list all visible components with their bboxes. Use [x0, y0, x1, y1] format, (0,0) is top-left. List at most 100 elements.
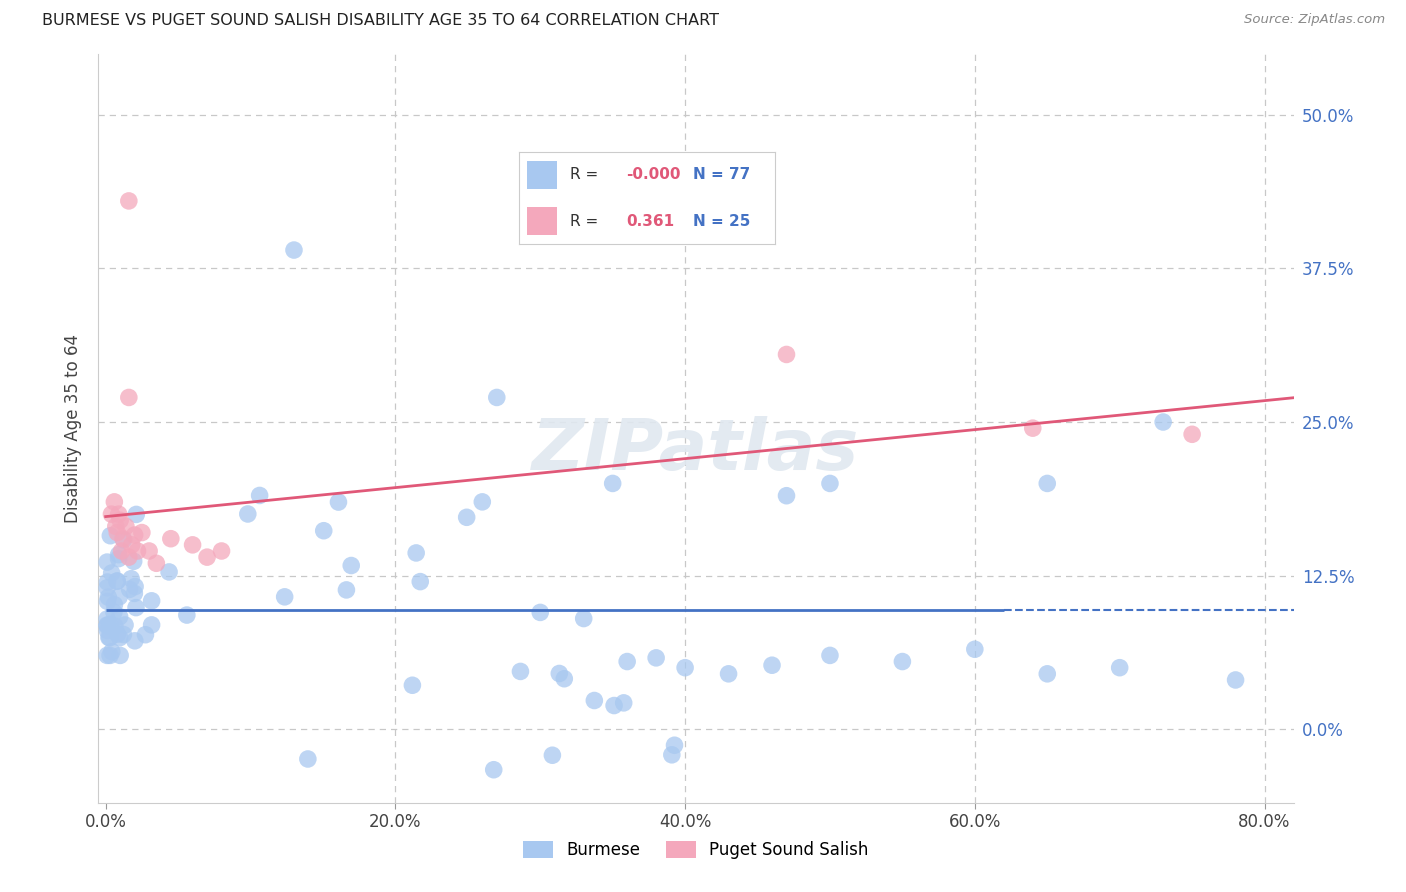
Point	[664, 738, 686, 752]
Point	[96, 575, 118, 590]
Point	[775, 347, 797, 361]
Point	[125, 508, 148, 522]
Point	[249, 488, 271, 502]
Point	[328, 495, 350, 509]
Point	[405, 546, 427, 560]
Point	[176, 608, 198, 623]
Text: 0.361: 0.361	[627, 214, 675, 228]
Point	[548, 666, 571, 681]
Point	[1225, 673, 1247, 687]
Point	[1108, 661, 1130, 675]
Point	[103, 605, 125, 619]
Point	[141, 594, 163, 608]
Point	[96, 618, 118, 632]
Point	[104, 519, 127, 533]
Point	[108, 631, 131, 645]
Text: R =: R =	[571, 168, 603, 182]
Point	[104, 619, 127, 633]
Point	[297, 752, 319, 766]
Point	[118, 550, 141, 565]
Point	[118, 582, 141, 597]
Point	[122, 554, 145, 568]
Point	[108, 590, 131, 604]
Point	[108, 648, 131, 663]
Point	[98, 617, 121, 632]
Point	[101, 645, 124, 659]
Point	[613, 696, 636, 710]
Point	[471, 495, 494, 509]
Point	[107, 627, 129, 641]
Point	[602, 476, 624, 491]
Point	[107, 507, 129, 521]
Point	[96, 619, 118, 633]
Text: R =: R =	[571, 214, 603, 228]
Point	[661, 747, 683, 762]
Point	[124, 633, 146, 648]
Point	[134, 628, 156, 642]
Point	[110, 544, 132, 558]
Point	[482, 763, 505, 777]
Point	[529, 606, 551, 620]
Point	[509, 665, 531, 679]
Point	[1036, 666, 1059, 681]
Point	[138, 544, 160, 558]
Point	[100, 507, 122, 521]
Text: BURMESE VS PUGET SOUND SALISH DISABILITY AGE 35 TO 64 CORRELATION CHART: BURMESE VS PUGET SOUND SALISH DISABILITY…	[42, 13, 720, 29]
Point	[103, 598, 125, 612]
Point	[553, 672, 575, 686]
Point	[96, 612, 118, 626]
Point	[124, 528, 146, 542]
Point	[105, 574, 128, 588]
Point	[118, 391, 141, 405]
Y-axis label: Disability Age 35 to 64: Disability Age 35 to 64	[65, 334, 83, 523]
Point	[485, 391, 508, 405]
Point	[456, 510, 478, 524]
Point	[98, 529, 121, 543]
Point	[157, 565, 180, 579]
Text: ZIPatlas: ZIPatlas	[533, 417, 859, 485]
Point	[141, 618, 163, 632]
Point	[105, 574, 128, 589]
Point	[108, 513, 131, 527]
Text: N = 25: N = 25	[693, 214, 751, 228]
Point	[340, 558, 363, 573]
FancyBboxPatch shape	[527, 207, 557, 235]
Point	[120, 572, 142, 586]
Point	[115, 519, 138, 533]
Point	[98, 648, 121, 663]
Point	[181, 538, 204, 552]
Point	[127, 544, 149, 558]
Point	[283, 243, 305, 257]
Point	[124, 580, 146, 594]
Point	[160, 532, 183, 546]
Point	[335, 582, 357, 597]
Point	[541, 748, 564, 763]
Point	[112, 627, 135, 641]
Point	[818, 476, 841, 491]
Point	[124, 586, 146, 600]
Point	[96, 581, 118, 595]
Point	[96, 555, 118, 569]
Point	[1036, 476, 1059, 491]
Point	[645, 651, 668, 665]
Point	[603, 698, 626, 713]
Point	[97, 631, 120, 645]
Point	[761, 658, 783, 673]
Text: N = 77: N = 77	[693, 168, 751, 182]
FancyBboxPatch shape	[527, 161, 557, 189]
Point	[96, 648, 118, 663]
Point	[112, 533, 135, 547]
Point	[97, 590, 120, 604]
Point	[145, 556, 167, 570]
Point	[121, 538, 143, 552]
Point	[107, 551, 129, 566]
Point	[100, 566, 122, 580]
Point	[211, 544, 233, 558]
Legend: Burmese, Puget Sound Salish: Burmese, Puget Sound Salish	[517, 834, 875, 865]
Point	[401, 678, 423, 692]
Point	[818, 648, 841, 663]
Point	[963, 642, 986, 657]
Point	[131, 525, 153, 540]
Text: -0.000: -0.000	[627, 168, 681, 182]
Point	[108, 609, 131, 624]
